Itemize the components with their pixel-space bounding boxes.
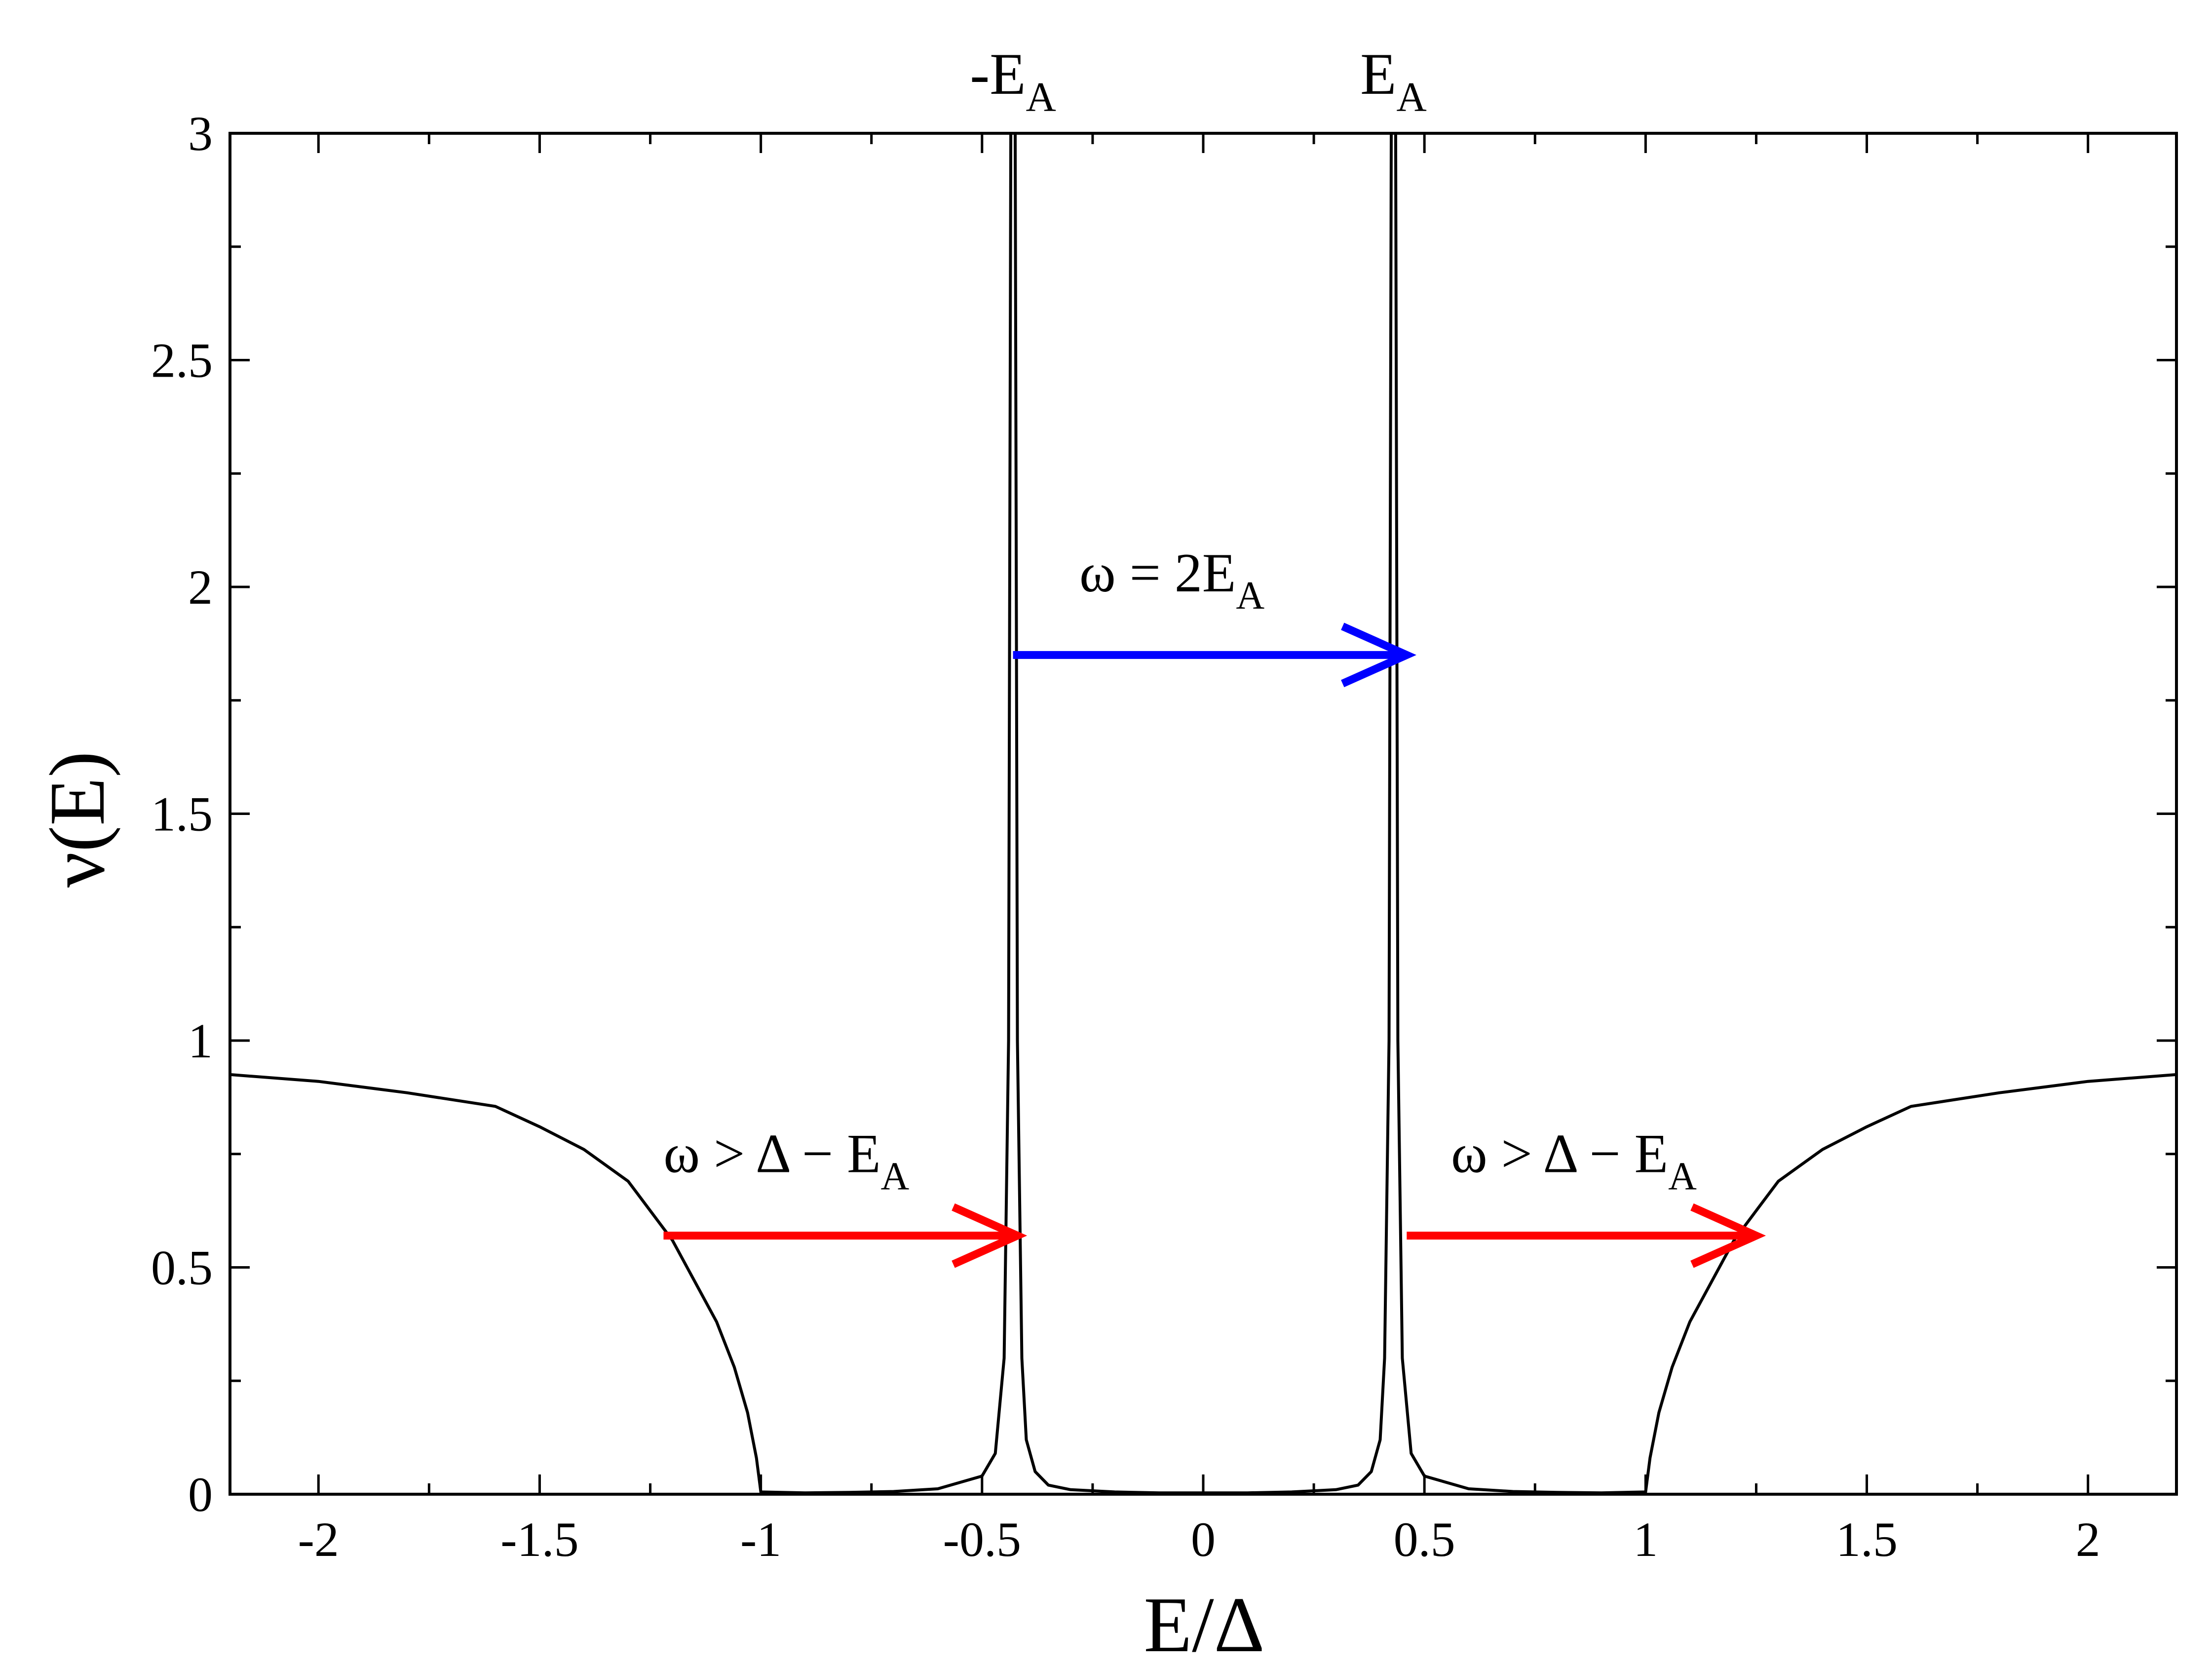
x-tick-label: 1.5 [1836,1512,1898,1567]
axis-ticks [230,132,2176,1496]
y-tick-label: 1 [188,1013,213,1068]
y-axis-title: ν(E) [33,751,121,888]
y-tick-label: 0 [188,1467,213,1522]
x-tick-label: 0.5 [1394,1512,1455,1567]
y-tick-label: 2 [188,560,213,615]
x-tick-label: 1 [1633,1512,1658,1567]
x-tick-label: -1.5 [500,1512,578,1567]
y-tick-label: 1.5 [151,787,213,842]
x-tick-label: -2 [298,1512,339,1567]
plot-area [229,132,2178,1496]
arrow [663,1203,1028,1268]
arrow [1013,622,1416,688]
annotation-label: ω > Δ − EA [1451,1124,1697,1199]
annotation-label: ω > Δ − EA [663,1124,909,1199]
y-tick-label: 0.5 [151,1240,213,1295]
tick-labels: -2 -1.5 -1 -0.5 0 0.5 1 1.5 2 0 0.5 1 1.5 2 2.5 3 [151,106,2100,1567]
x-tick-label: -0.5 [943,1512,1021,1567]
y-tick-label: 3 [188,106,213,161]
x-tick-label: 2 [2076,1512,2100,1567]
top-label: EA [1360,41,1427,120]
x-tick-label: 0 [1191,1512,1216,1567]
x-tick-label: -1 [740,1512,781,1567]
y-tick-label: 2.5 [151,333,213,388]
plot-frame [229,132,2178,1496]
x-axis-title: E/Δ [1144,1581,1264,1666]
annotations: -EA EA ω = 2EA ω > Δ − EA ω > Δ − EA [663,41,1766,1268]
series-line [230,133,2176,1494]
annotation-label: ω = 2EA [1079,542,1264,618]
top-label: -EA [970,41,1056,120]
arrow [1407,1203,1766,1268]
